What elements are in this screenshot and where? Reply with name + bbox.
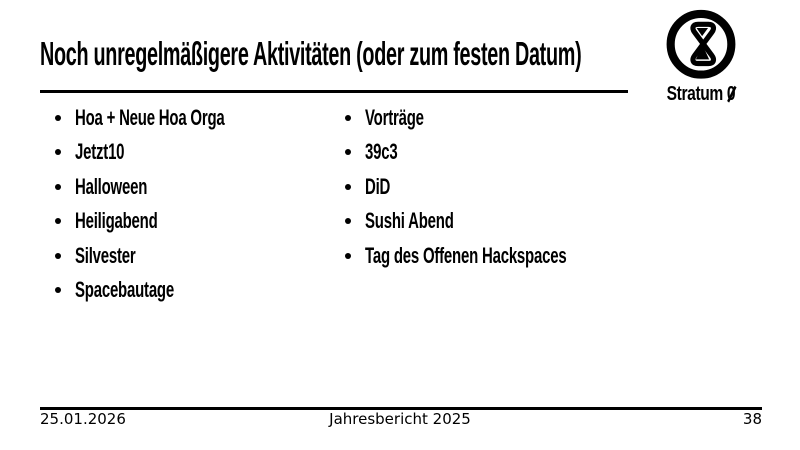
logo-slashed-zero: 0 xyxy=(726,83,736,105)
list-item-label: Halloween xyxy=(75,173,148,199)
logo-word: Stratum xyxy=(666,83,724,105)
list-item-label: Heiligabend xyxy=(75,208,158,233)
list-item-label: 39c3 xyxy=(365,139,398,164)
slide-title: Noch unregelmäßigere Aktivitäten (oder z… xyxy=(40,35,582,72)
title-underline xyxy=(40,90,628,93)
list-item-label: Vorträge xyxy=(365,104,424,130)
stratum0-logo: Stratum 0 xyxy=(650,8,752,106)
bullet-icon xyxy=(345,114,351,121)
list-item-label: Silvester xyxy=(75,242,136,268)
logo-text: Stratum 0 xyxy=(666,83,736,106)
bullet-icon xyxy=(55,287,61,293)
bullet-list-right: Vorträge 39c3 DiD Sushi Abend Tag des Of… xyxy=(330,104,661,279)
footer-date: 25.01.2026 xyxy=(40,410,126,428)
list-item: 39c3 xyxy=(330,139,661,164)
list-item-label: DiD xyxy=(365,173,391,199)
list-item-label: Sushi Abend xyxy=(365,208,454,233)
bullet-icon xyxy=(55,252,61,259)
bullet-icon xyxy=(345,218,351,224)
footer-title: Jahresbericht 2025 xyxy=(329,410,471,428)
list-item: Silvester xyxy=(40,242,295,268)
list-item: Jetzt10 xyxy=(40,139,295,164)
bullet-icon xyxy=(55,218,61,224)
list-item-label: Tag des Offenen Hackspaces xyxy=(365,242,567,268)
footer-divider xyxy=(40,407,762,410)
footer-page-number: 38 xyxy=(742,410,762,428)
list-item: Sushi Abend xyxy=(330,208,661,233)
list-item: Heiligabend xyxy=(40,208,295,233)
list-item: Vorträge xyxy=(330,104,661,130)
bullet-icon xyxy=(345,183,351,190)
list-item: Halloween xyxy=(40,173,295,199)
bullet-icon xyxy=(345,252,351,259)
list-item-label: Spacebautage xyxy=(75,277,174,302)
bullet-icon xyxy=(55,183,61,190)
list-item-label: Jetzt10 xyxy=(75,139,125,164)
list-item: Spacebautage xyxy=(40,277,295,302)
hourglass-icon xyxy=(666,9,736,79)
list-item: DiD xyxy=(330,173,661,199)
list-item: Tag des Offenen Hackspaces xyxy=(330,242,661,268)
list-item-label: Hoa + Neue Hoa Orga xyxy=(75,104,225,130)
bullet-list-left: Hoa + Neue Hoa Orga Jetzt10 Halloween He… xyxy=(40,104,295,313)
bullet-icon xyxy=(55,149,61,155)
bullet-icon xyxy=(55,114,61,121)
list-item: Hoa + Neue Hoa Orga xyxy=(40,104,295,130)
bullet-icon xyxy=(345,149,351,155)
